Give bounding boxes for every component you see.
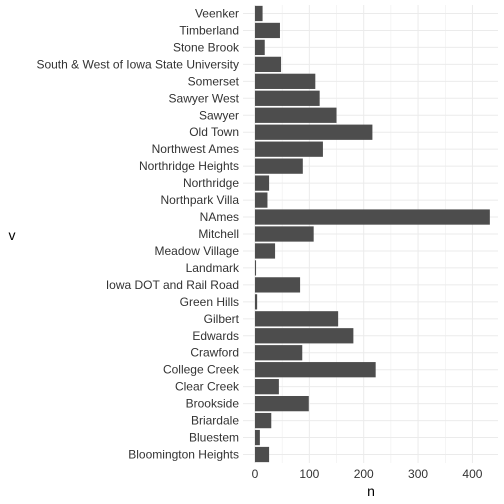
bar xyxy=(254,90,320,106)
bar xyxy=(254,294,258,310)
bar xyxy=(254,73,316,89)
bar xyxy=(254,209,490,225)
y-tick-label: Briardale xyxy=(191,414,239,428)
y-tick-label: Timberland xyxy=(179,23,239,37)
bar xyxy=(254,56,282,73)
y-tick-label: Northridge xyxy=(183,176,239,190)
y-tick-label: Old Town xyxy=(189,125,239,139)
bar xyxy=(254,379,279,395)
y-tick-label: NAmes xyxy=(200,210,239,224)
y-tick-label: Stone Brook xyxy=(173,40,240,54)
bar xyxy=(254,158,303,174)
y-tick-label: Northwest Ames xyxy=(152,142,239,156)
bar xyxy=(254,412,272,429)
bar xyxy=(254,107,337,123)
bar xyxy=(254,260,257,276)
bar xyxy=(254,362,376,378)
y-tick-label: Somerset xyxy=(188,74,240,88)
x-tick-label: 300 xyxy=(408,467,428,481)
bar xyxy=(254,5,263,22)
bar xyxy=(254,124,373,140)
y-tick-label: Mitchell xyxy=(198,227,239,241)
y-tick-label: Green Hills xyxy=(180,295,239,309)
y-tick-labels: Veenker Timberland Stone Brook South & West… xyxy=(36,6,240,461)
y-tick-label: Sawyer West xyxy=(169,91,240,105)
y-tick-label: Edwards xyxy=(192,329,239,343)
y-tick-label: Brookside xyxy=(186,397,240,411)
x-tick-label: 100 xyxy=(299,467,319,481)
y-tick-label: Meadow Village xyxy=(155,244,240,258)
y-tick-label: Clear Creek xyxy=(175,380,240,394)
y-tick-label: Bloomington Heights xyxy=(128,448,239,462)
bar xyxy=(254,395,309,412)
bar xyxy=(254,192,268,208)
y-tick-label: South & West of Iowa State University xyxy=(36,57,239,71)
bar xyxy=(254,345,303,361)
bar xyxy=(254,175,270,191)
y-tick-label: Northpark Villa xyxy=(161,193,240,207)
y-tick-label: Landmark xyxy=(186,261,240,275)
x-tick-label: 0 xyxy=(252,467,259,481)
x-axis-title: n xyxy=(367,483,375,499)
bar xyxy=(254,311,339,327)
y-tick-label: College Creek xyxy=(163,363,240,377)
grid-lines xyxy=(243,5,498,463)
bar xyxy=(254,226,314,242)
y-tick-label: Crawford xyxy=(190,346,239,360)
bar xyxy=(254,141,323,157)
bars xyxy=(254,5,490,463)
y-tick-label: Iowa DOT and Rail Road xyxy=(106,278,239,292)
bar xyxy=(254,328,354,344)
y-axis-title: v xyxy=(9,227,16,243)
bar xyxy=(254,446,270,463)
y-tick-label: Northridge Heights xyxy=(139,159,239,173)
y-tick-label: Veenker xyxy=(195,6,239,20)
x-tick-labels: 0 100 200 300 400 xyxy=(252,467,483,481)
y-tick-label: Gilbert xyxy=(204,312,240,326)
x-tick-label: 400 xyxy=(462,467,482,481)
y-tick-label: Bluestem xyxy=(189,431,239,445)
bar xyxy=(254,243,276,259)
bar xyxy=(254,429,260,446)
bar xyxy=(254,39,265,56)
bar xyxy=(254,277,301,293)
bar xyxy=(254,22,280,39)
y-tick-label: Sawyer xyxy=(199,108,239,122)
x-tick-label: 200 xyxy=(354,467,374,481)
